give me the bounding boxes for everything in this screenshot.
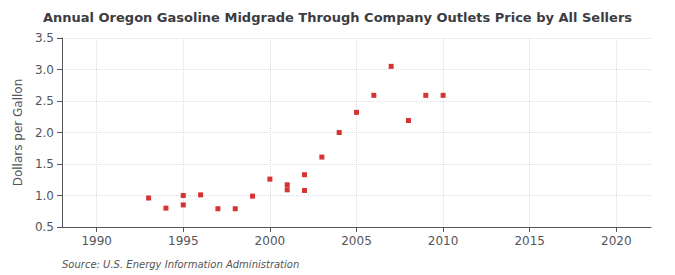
svg-text:3.0: 3.0	[35, 63, 54, 77]
svg-text:1.0: 1.0	[35, 189, 54, 203]
svg-text:1995: 1995	[168, 234, 199, 248]
svg-text:1.5: 1.5	[35, 157, 54, 171]
svg-text:2020: 2020	[601, 234, 632, 248]
svg-text:Dollars per Gallon: Dollars per Gallon	[11, 79, 25, 187]
svg-text:0.5: 0.5	[35, 220, 54, 234]
svg-text:2015: 2015	[514, 234, 545, 248]
svg-text:2.0: 2.0	[35, 126, 54, 140]
svg-text:2005: 2005	[341, 234, 372, 248]
svg-text:3.5: 3.5	[35, 31, 54, 45]
svg-text:2.5: 2.5	[35, 94, 54, 108]
svg-text:Annual Oregon Gasoline Midgrad: Annual Oregon Gasoline Midgrade Through …	[43, 10, 632, 25]
svg-text:1990: 1990	[81, 234, 112, 248]
svg-text:Source: U.S. Energy Informatio: Source: U.S. Energy Information Administ…	[62, 259, 299, 270]
svg-text:2010: 2010	[428, 234, 459, 248]
svg-text:2000: 2000	[255, 234, 286, 248]
